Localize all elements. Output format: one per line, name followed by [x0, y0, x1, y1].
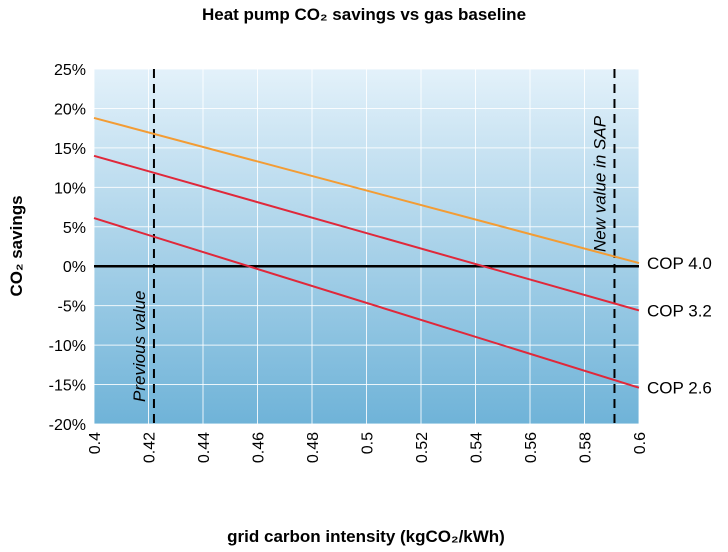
- x-tick-label: 0.52: [414, 432, 431, 463]
- y-tick-label: 10%: [54, 180, 86, 197]
- y-tick-label: 20%: [54, 101, 86, 118]
- x-tick-labels: 0.4 0.42 0.44 0.46 0.48 0.5 0.52 0.54 0.56 0.58 0.…: [87, 432, 649, 463]
- series-label: COP 3.2: [647, 301, 712, 320]
- x-tick-label: 0.58: [578, 432, 595, 463]
- reference-line-label: New value in SAP: [590, 115, 609, 252]
- y-tick-label: 5%: [63, 220, 86, 237]
- series-line: [93, 116, 640, 265]
- x-tick-label: 0.44: [196, 432, 213, 463]
- reference-lines: Previous value New value in SAP: [130, 69, 616, 424]
- y-tick-label: 0%: [63, 259, 86, 276]
- x-tick-label: 0.48: [305, 432, 322, 463]
- series-line: [93, 154, 640, 312]
- x-axis-label: grid carbon intensity (kgCO₂/kWh): [227, 527, 505, 546]
- x-tick-label: 0.4: [87, 432, 104, 454]
- series-lines: COP 4.0 COP 3.2 COP 2.6: [93, 116, 712, 398]
- chart-title: Heat pump CO₂ savings vs gas baseline: [202, 5, 526, 24]
- x-tick-label: 0.46: [251, 432, 268, 463]
- y-tick-label: -5%: [58, 299, 86, 316]
- series-line: [93, 217, 640, 389]
- y-tick-label: 25%: [54, 62, 86, 79]
- x-tick-label: 0.42: [142, 432, 159, 463]
- x-tick-label: 0.5: [360, 432, 377, 454]
- y-tick-label: -20%: [49, 417, 86, 434]
- y-tick-label: -10%: [49, 338, 86, 355]
- y-tick-label: -15%: [49, 378, 86, 395]
- x-tick-label: 0.56: [523, 432, 540, 463]
- y-tick-label: 15%: [54, 141, 86, 158]
- x-tick-label: 0.6: [632, 432, 649, 454]
- y-tick-labels: 25% 20% 15% 10% 5% 0% -5% -10% -15% -20%: [49, 62, 86, 434]
- x-tick-label: 0.54: [469, 432, 486, 463]
- y-axis-label: CO₂ savings: [7, 195, 26, 296]
- reference-line-label: Previous value: [130, 290, 149, 402]
- gridlines: [93, 68, 640, 425]
- series-label: COP 2.6: [647, 379, 712, 398]
- series-label: COP 4.0: [647, 254, 712, 273]
